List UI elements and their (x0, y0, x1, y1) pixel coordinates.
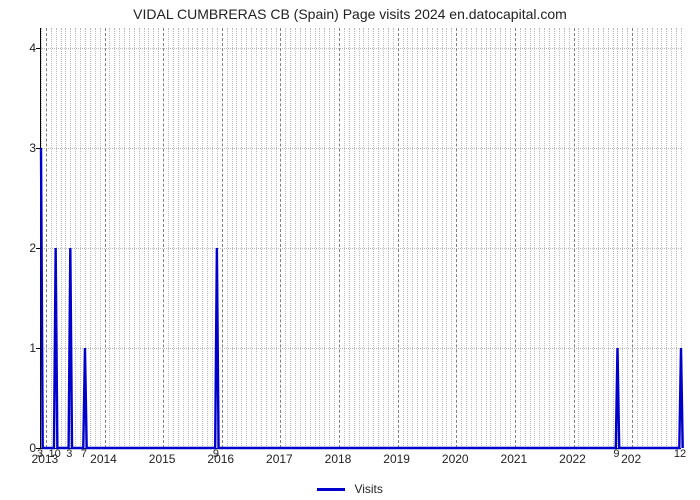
x-year-label: 2020 (442, 452, 469, 466)
y-tick-label: 2 (6, 241, 36, 255)
plot-area (40, 28, 681, 449)
x-value-label: 3 (66, 448, 72, 460)
legend-label: Visits (354, 482, 382, 496)
y-tick-label: 1 (6, 341, 36, 355)
x-year-label: 2021 (501, 452, 528, 466)
line-series (41, 28, 681, 448)
x-value-label: 9 (613, 448, 619, 460)
x-year-label: 2016 (207, 452, 234, 466)
x-year-label: 2018 (325, 452, 352, 466)
x-value-label: 10 (49, 448, 61, 460)
x-value-label: 7 (81, 448, 87, 460)
x-year-label: 202 (621, 452, 641, 466)
x-year-label: 2014 (90, 452, 117, 466)
y-tick-label: 3 (6, 141, 36, 155)
x-value-label: 3 (37, 448, 43, 460)
x-value-label: 12 (674, 448, 686, 460)
y-tick-label: 4 (6, 41, 36, 55)
x-year-label: 2017 (266, 452, 293, 466)
x-year-label: 2019 (383, 452, 410, 466)
legend: Visits (0, 482, 700, 496)
chart-title: VIDAL CUMBRERAS CB (Spain) Page visits 2… (0, 6, 700, 22)
visits-line (41, 148, 683, 448)
legend-swatch (317, 488, 345, 491)
x-year-label: 2022 (559, 452, 586, 466)
x-year-label: 2015 (149, 452, 176, 466)
chart-container: VIDAL CUMBRERAS CB (Spain) Page visits 2… (0, 0, 700, 500)
x-value-label: 9 (213, 448, 219, 460)
